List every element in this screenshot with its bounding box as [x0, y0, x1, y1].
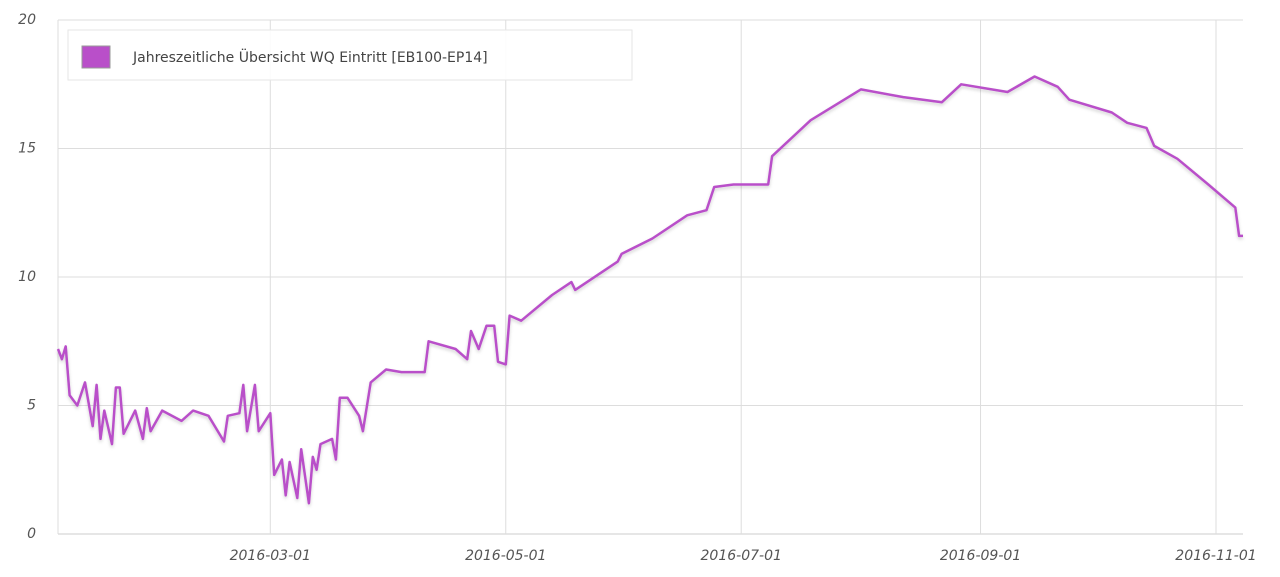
y-tick-label: 5 [27, 398, 36, 414]
x-tick-label: 2016-11-01 [1175, 548, 1256, 564]
y-tick-label: 20 [18, 12, 36, 28]
legend-swatch [81, 45, 111, 69]
x-tick-label: 2016-07-01 [701, 548, 782, 564]
y-tick-label: 15 [18, 141, 36, 157]
legend [67, 29, 633, 81]
legend-label: Jahreszeitliche Übersicht WQ Eintritt [E… [132, 48, 488, 66]
x-tick-label: 2016-05-01 [465, 548, 546, 564]
x-tick-label: 2016-09-01 [940, 548, 1021, 564]
data-line [56, 75, 1243, 505]
x-tick-label: 2016-03-01 [230, 548, 311, 564]
y-tick-label: 10 [18, 269, 36, 285]
y-tick-label: 0 [27, 526, 36, 542]
